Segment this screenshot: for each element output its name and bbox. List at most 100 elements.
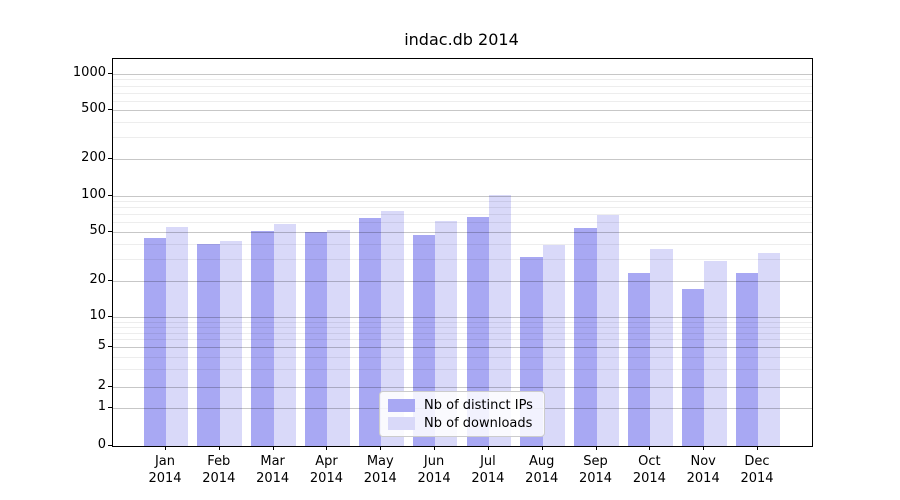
y-tick-mark — [108, 231, 112, 233]
y-tick-mark — [108, 194, 112, 196]
bar-distinct-ips — [735, 273, 758, 446]
x-tick-label-year: 2014 — [578, 471, 613, 486]
bar-downloads — [596, 215, 619, 446]
y-tick-mark — [108, 385, 112, 387]
minor-gridline — [113, 321, 812, 323]
y-tick-mark — [108, 109, 112, 111]
y-tick-label: 10 — [89, 308, 106, 324]
legend-item: Nb of downloads — [388, 416, 536, 431]
y-tick-mark — [108, 406, 112, 408]
bar-downloads — [381, 211, 404, 446]
minor-gridline — [113, 326, 812, 328]
y-tick-label: 2 — [97, 377, 106, 393]
minor-gridline — [113, 243, 812, 245]
minor-gridline — [113, 122, 812, 124]
bar-distinct-ips — [305, 232, 328, 446]
minor-gridline — [113, 92, 812, 94]
bar-downloads — [704, 260, 727, 446]
minor-gridline — [113, 207, 812, 209]
x-tick-mark — [649, 446, 651, 450]
major-gridline — [113, 347, 812, 349]
legend: Nb of distinct IPs Nb of downloads — [379, 391, 545, 437]
x-tick-label-month: Oct — [638, 454, 661, 469]
x-tick-mark — [218, 446, 220, 450]
x-tick-label: Jan 2014 — [125, 453, 205, 487]
y-tick-mark — [108, 346, 112, 348]
minor-gridline — [113, 85, 812, 87]
bar-distinct-ips — [466, 217, 489, 446]
y-tick-label: 1 — [97, 398, 106, 414]
bar-downloads — [542, 245, 566, 446]
major-gridline — [113, 386, 812, 388]
x-tick-label-month: Dec — [744, 454, 770, 469]
minor-gridline — [113, 259, 812, 261]
x-tick-label: Nov 2014 — [663, 453, 743, 487]
x-tick-label-month: Jan — [154, 454, 176, 469]
y-tick-mark — [108, 157, 112, 159]
x-tick-mark — [487, 446, 489, 450]
x-tick-label: Aug 2014 — [502, 453, 582, 487]
bar-downloads — [435, 220, 458, 446]
chart-title: indac.db 2014 — [404, 30, 519, 49]
x-tick-label-year: 2014 — [471, 471, 505, 486]
minor-gridline — [113, 222, 812, 224]
x-tick-label-month: Feb — [207, 454, 231, 469]
x-tick-label-year: 2014 — [632, 471, 666, 486]
x-tick-label: Jul 2014 — [448, 453, 528, 487]
x-tick-label-month: Aug — [529, 454, 555, 469]
x-tick-label-year: 2014 — [686, 471, 720, 486]
x-tick-label: Dec 2014 — [717, 453, 797, 487]
y-tick-mark — [108, 279, 112, 281]
x-tick-label-month: Jul — [480, 454, 496, 469]
bar-distinct-ips — [143, 237, 166, 446]
x-tick-mark — [326, 446, 328, 450]
x-tick-label-month: Mar — [260, 454, 285, 469]
x-tick-label: Jun 2014 — [394, 453, 474, 487]
major-gridline — [113, 158, 812, 160]
bar-distinct-ips — [358, 218, 382, 446]
plot-area — [112, 58, 813, 447]
x-tick-label-year: 2014 — [417, 471, 451, 486]
bar-distinct-ips — [681, 289, 705, 446]
x-tick-label-year: 2014 — [202, 471, 236, 486]
legend-item: Nb of distinct IPs — [388, 398, 536, 413]
minor-gridline — [113, 214, 812, 216]
major-gridline — [113, 110, 812, 112]
bar-downloads — [166, 227, 189, 446]
x-tick-mark — [756, 446, 758, 450]
bar-downloads — [273, 224, 297, 446]
x-tick-label-month: Nov — [690, 454, 716, 469]
major-gridline — [113, 195, 812, 197]
bar-distinct-ips — [251, 231, 274, 446]
legend-swatch-downloads — [388, 416, 415, 430]
y-tick-label: 1000 — [72, 64, 106, 80]
bar-distinct-ips — [627, 273, 651, 446]
y-tick-mark — [108, 72, 112, 74]
y-tick-label: 0 — [97, 437, 106, 452]
y-tick-label: 200 — [81, 149, 106, 165]
x-tick-label-year: 2014 — [363, 471, 397, 486]
bar-downloads — [650, 249, 673, 446]
x-tick-mark — [595, 446, 597, 450]
x-tick-label-month: Jun — [423, 454, 445, 469]
minor-gridline — [113, 100, 812, 102]
y-tick-label: 5 — [97, 338, 106, 354]
minor-gridline — [113, 369, 812, 371]
bar-downloads — [327, 230, 350, 446]
x-tick-label: Sep 2014 — [556, 453, 636, 487]
legend-label: Nb of downloads — [424, 415, 533, 431]
x-tick-label: May 2014 — [340, 453, 420, 487]
legend-label: Nb of distinct IPs — [424, 397, 533, 413]
y-tick-label: 100 — [81, 186, 106, 202]
bar-distinct-ips — [574, 228, 597, 446]
x-tick-label-month: May — [366, 454, 394, 469]
y-tick-mark — [108, 316, 112, 318]
major-gridline — [113, 73, 812, 75]
major-gridline — [113, 280, 812, 282]
x-tick-mark — [165, 446, 166, 450]
x-tick-mark — [541, 446, 543, 450]
x-tick-label-month: Apr — [315, 454, 338, 469]
x-tick-mark — [272, 446, 274, 450]
x-tick-mark — [434, 446, 436, 450]
